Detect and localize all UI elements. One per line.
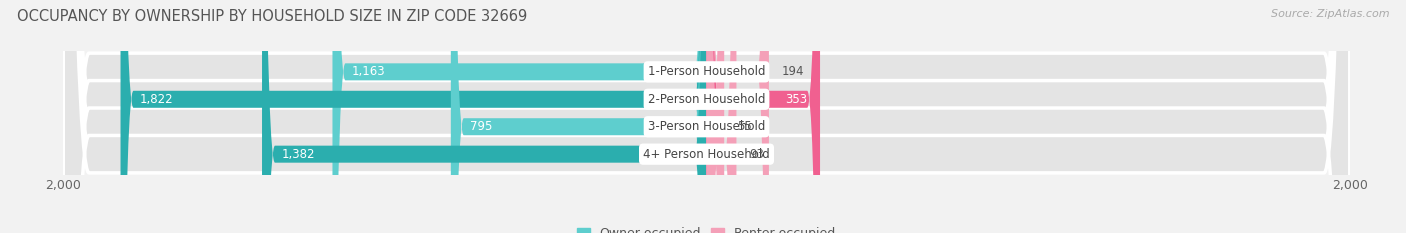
- Text: 2-Person Household: 2-Person Household: [648, 93, 765, 106]
- Text: 194: 194: [782, 65, 804, 78]
- Text: 1,822: 1,822: [139, 93, 173, 106]
- FancyBboxPatch shape: [707, 0, 737, 233]
- Text: OCCUPANCY BY OWNERSHIP BY HOUSEHOLD SIZE IN ZIP CODE 32669: OCCUPANCY BY OWNERSHIP BY HOUSEHOLD SIZE…: [17, 9, 527, 24]
- Legend: Owner-occupied, Renter-occupied: Owner-occupied, Renter-occupied: [572, 222, 841, 233]
- FancyBboxPatch shape: [707, 0, 820, 233]
- FancyBboxPatch shape: [332, 0, 707, 233]
- Text: 4+ Person Household: 4+ Person Household: [643, 148, 770, 161]
- Text: 1,163: 1,163: [352, 65, 385, 78]
- FancyBboxPatch shape: [262, 0, 707, 233]
- FancyBboxPatch shape: [63, 0, 1350, 233]
- Text: 93: 93: [749, 148, 765, 161]
- Text: 353: 353: [785, 93, 807, 106]
- FancyBboxPatch shape: [63, 0, 1350, 233]
- FancyBboxPatch shape: [63, 0, 1350, 233]
- FancyBboxPatch shape: [707, 0, 724, 233]
- Text: 1-Person Household: 1-Person Household: [648, 65, 765, 78]
- Text: Source: ZipAtlas.com: Source: ZipAtlas.com: [1271, 9, 1389, 19]
- FancyBboxPatch shape: [121, 0, 707, 233]
- Text: 3-Person Household: 3-Person Household: [648, 120, 765, 133]
- Text: 55: 55: [737, 120, 752, 133]
- FancyBboxPatch shape: [451, 0, 707, 233]
- Text: 1,382: 1,382: [281, 148, 315, 161]
- FancyBboxPatch shape: [63, 0, 1350, 233]
- FancyBboxPatch shape: [707, 0, 769, 233]
- Text: 795: 795: [470, 120, 492, 133]
